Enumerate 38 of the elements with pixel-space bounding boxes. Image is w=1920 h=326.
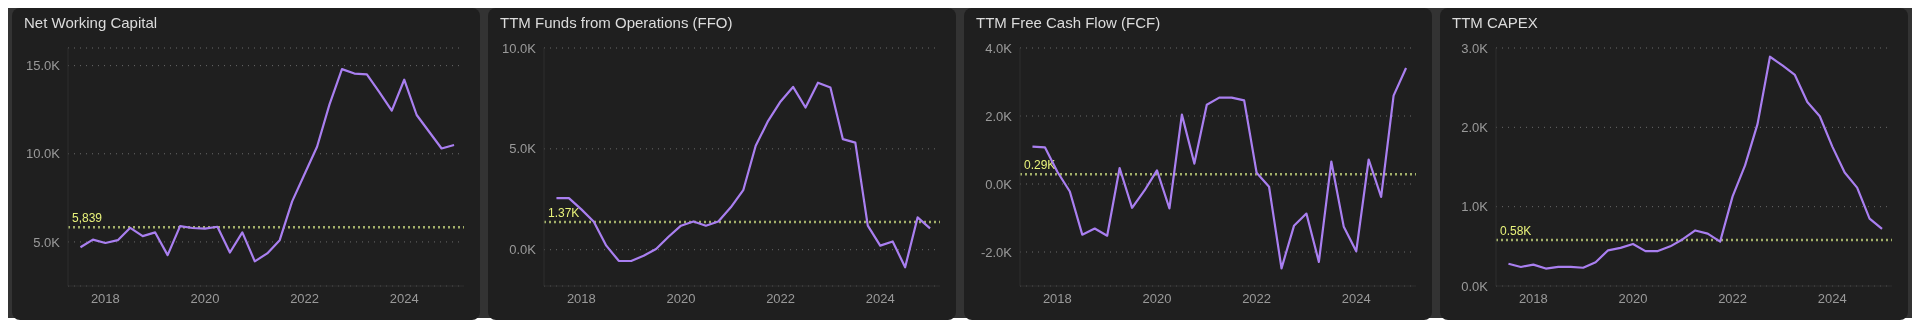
ref-line-label: 0.29K	[1024, 158, 1056, 173]
y-tick-label: 10.0K	[502, 40, 537, 56]
x-tick-label: 2018	[1518, 291, 1548, 307]
x-tick-label: 2018	[1042, 291, 1072, 307]
x-tick-label: 2022	[1242, 291, 1272, 307]
x-tick-label: 2024	[865, 291, 895, 307]
y-tick-label: 1.0K	[1461, 199, 1489, 215]
y-tick-label: -2.0K	[980, 244, 1013, 260]
x-tick-label: 2024	[1341, 291, 1371, 307]
x-tick-label: 2022	[766, 291, 796, 307]
x-tick-label: 2018	[90, 291, 120, 307]
x-tick-label: 2022	[1718, 291, 1748, 307]
x-tick-label: 2020	[1618, 291, 1648, 307]
y-tick-label: 0.0K	[509, 242, 537, 258]
chart-title: Net Working Capital	[23, 14, 159, 33]
x-tick-label: 2020	[190, 291, 220, 307]
ref-line-label: 1.37K	[548, 206, 580, 221]
chart-title: TTM Free Cash Flow (FCF)	[975, 14, 1162, 33]
x-tick-label: 2020	[666, 291, 696, 307]
ref-line-label: 0.58K	[1500, 223, 1532, 238]
y-tick-label: 0.0K	[1461, 278, 1489, 294]
y-tick-label: 5.0K	[509, 141, 537, 157]
chart-title: TTM CAPEX	[1451, 14, 1539, 33]
y-tick-label: 2.0K	[985, 108, 1013, 124]
ref-line-label: 5,839	[72, 211, 103, 226]
x-tick-label: 2020	[1142, 291, 1172, 307]
y-tick-label: 15.0K	[26, 58, 61, 74]
chart-title: TTM Funds from Operations (FFO)	[499, 14, 734, 33]
x-tick-label: 2024	[1817, 291, 1847, 307]
y-tick-label: 3.0K	[1461, 40, 1489, 56]
y-tick-label: 0.0K	[985, 176, 1013, 192]
x-tick-label: 2022	[290, 291, 320, 307]
y-tick-label: 10.0K	[26, 146, 61, 162]
y-tick-label: 5.0K	[33, 234, 61, 250]
x-tick-label: 2024	[389, 291, 419, 307]
y-tick-label: 2.0K	[1461, 119, 1489, 135]
y-tick-label: 4.0K	[985, 40, 1013, 56]
x-tick-label: 2018	[566, 291, 596, 307]
